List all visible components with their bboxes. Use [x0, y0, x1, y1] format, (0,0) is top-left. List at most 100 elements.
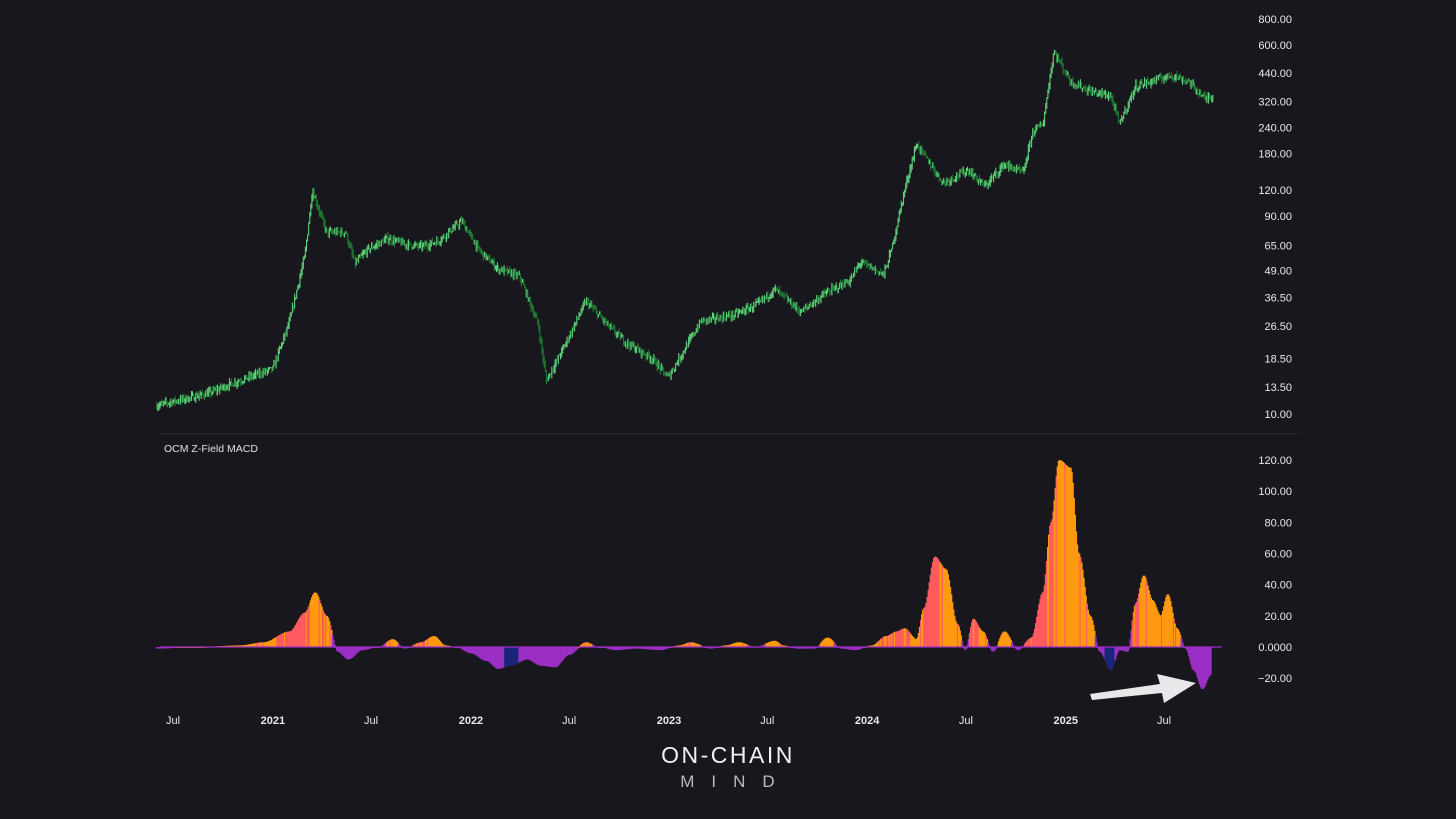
- macd-bar: [664, 647, 667, 650]
- macd-bar: [290, 630, 293, 647]
- macd-bar: [840, 647, 843, 649]
- macd-bar: [623, 647, 626, 650]
- macd-bar: [723, 645, 726, 647]
- macd-bar: [435, 637, 438, 647]
- macd-bar: [953, 615, 956, 647]
- macd-bar: [459, 647, 462, 649]
- macd-bar: [1066, 466, 1069, 647]
- macd-bar: [1033, 628, 1036, 647]
- macd-bar: [492, 647, 495, 666]
- macd-bar: [556, 647, 559, 667]
- macd-bar: [709, 647, 712, 649]
- macd-bar: [746, 644, 749, 647]
- macd-bar: [645, 647, 648, 650]
- macd-bar: [1017, 647, 1020, 651]
- macd-bar: [859, 647, 862, 650]
- macd-bar: [279, 634, 282, 647]
- macd-bar: [511, 647, 514, 666]
- macd-bar: [1041, 592, 1044, 647]
- macd-bar: [974, 620, 977, 647]
- macd-bar: [563, 647, 566, 658]
- macd-bar: [618, 647, 621, 650]
- macd-bar: [740, 642, 743, 647]
- macd-bar: [998, 640, 1000, 647]
- macd-bar: [546, 647, 549, 667]
- macd-bar: [1140, 582, 1143, 647]
- macd-bar: [646, 647, 649, 650]
- macd-bar: [427, 638, 430, 647]
- macd-bar: [272, 639, 274, 647]
- macd-bar: [338, 647, 341, 652]
- time-axis-tick: Jul: [166, 715, 180, 727]
- macd-bar: [1006, 634, 1009, 647]
- macd-bar: [274, 637, 276, 647]
- macd-bar: [1181, 642, 1184, 647]
- macd-bar: [558, 647, 561, 665]
- macd-bar: [405, 647, 408, 649]
- macd-bar: [1071, 482, 1074, 647]
- macd-bar: [383, 644, 386, 647]
- macd-bar: [659, 647, 662, 651]
- macd-bar: [522, 647, 525, 661]
- macd-bar: [593, 645, 596, 647]
- macd-bar: [256, 642, 259, 647]
- macd-bar: [1124, 647, 1126, 652]
- macd-bar: [541, 647, 543, 666]
- macd-bar: [967, 639, 970, 647]
- macd-bar: [699, 645, 702, 647]
- macd-bar: [842, 647, 845, 649]
- macd-bar: [1076, 544, 1079, 647]
- macd-bar: [971, 622, 973, 647]
- macd-bar: [738, 642, 741, 647]
- macd-bar: [248, 644, 250, 647]
- macd-bar: [1075, 531, 1078, 647]
- macd-bar: [675, 645, 678, 647]
- macd-bar: [649, 647, 652, 650]
- macd-bar: [566, 647, 568, 656]
- macd-bar: [537, 647, 540, 666]
- macd-bar: [312, 594, 314, 647]
- macd-bar: [1009, 638, 1011, 647]
- macd-bar: [1074, 514, 1076, 647]
- macd-bar: [580, 644, 583, 647]
- time-axis-tick: Jul: [562, 715, 576, 727]
- macd-bar: [552, 647, 554, 668]
- macd-bar: [798, 647, 801, 649]
- macd-bar: [391, 639, 394, 647]
- macd-bar: [772, 640, 775, 647]
- macd-bar: [763, 644, 766, 647]
- macd-bar: [253, 643, 256, 647]
- macd-bar: [885, 636, 888, 647]
- macd-bar: [951, 602, 954, 647]
- macd-bar: [367, 647, 370, 650]
- macd-bar: [468, 647, 471, 653]
- macd-bar: [647, 647, 650, 650]
- macd-bar: [548, 647, 551, 667]
- macd-bar: [860, 647, 863, 649]
- macd-bar: [1055, 476, 1058, 647]
- macd-bar: [910, 634, 913, 647]
- macd-bar: [1098, 647, 1100, 651]
- macd-bar: [249, 644, 252, 647]
- macd-bar: [557, 647, 560, 666]
- macd-bar: [1083, 586, 1086, 647]
- arrow-shape: [1090, 674, 1196, 703]
- macd-bar: [1084, 595, 1087, 647]
- price-axis-tick: 320.00: [1258, 97, 1292, 109]
- macd-bar: [897, 631, 900, 647]
- macd-bar: [1086, 603, 1088, 647]
- macd-bar: [1016, 647, 1019, 650]
- macd-bar: [460, 647, 463, 649]
- macd-bar: [234, 645, 236, 647]
- macd-histogram: [155, 460, 1222, 689]
- macd-bar: [1025, 642, 1028, 647]
- macd-bar: [949, 586, 952, 647]
- macd-bar: [696, 643, 699, 647]
- macd-bar: [263, 642, 266, 647]
- macd-bar: [238, 645, 241, 647]
- macd-bar: [554, 647, 557, 668]
- macd-bar: [1136, 602, 1138, 647]
- macd-bar: [365, 647, 368, 650]
- macd-bar: [1195, 647, 1198, 675]
